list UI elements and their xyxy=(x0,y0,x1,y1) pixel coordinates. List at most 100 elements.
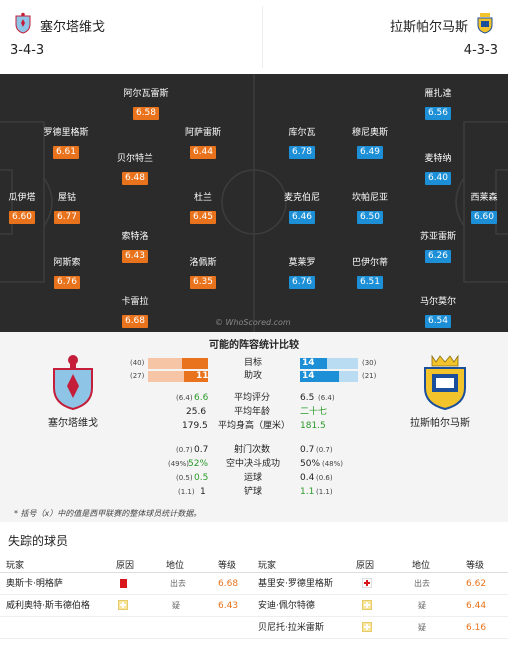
home-bar-bg xyxy=(148,358,208,369)
away-player-card[interactable]: 莫莱罗 6.76 xyxy=(262,257,342,289)
away-team-name[interactable]: 拉斯帕尔马斯 xyxy=(389,20,468,35)
player-name: 苏亚雷斯 xyxy=(419,232,456,242)
away-value: 二十七 xyxy=(300,407,328,417)
home-missing-player[interactable]: 威利奥特·斯韦德伯格 xyxy=(6,601,90,611)
home-prev: (49%) xyxy=(168,460,190,468)
away-missing-player[interactable]: 安迪·佩尔特德 xyxy=(258,601,315,611)
player-name: 库尔瓦 xyxy=(288,128,316,138)
col-rating: 等级 xyxy=(466,561,485,571)
player-name: 瓜伊塔 xyxy=(8,193,36,203)
player-name: 阿斯索 xyxy=(53,258,81,268)
home-player-card[interactable]: 阿斯索 6.76 xyxy=(27,257,107,289)
stat-label: 助攻 xyxy=(244,371,263,381)
missing-players-title: 失踪的球员 xyxy=(8,534,69,548)
injury-icon xyxy=(362,578,372,588)
player-name: 卡雷拉 xyxy=(121,297,149,307)
player-name: 莫莱罗 xyxy=(288,258,316,268)
home-value: 52% xyxy=(188,459,209,469)
away-player-card[interactable]: 苏亚雷斯 6.26 xyxy=(398,231,478,263)
away-value: 50% xyxy=(300,459,321,469)
player-rating: 6.49 xyxy=(356,146,384,159)
away-player-card[interactable]: 穆尼奥斯 6.49 xyxy=(330,127,410,159)
missing-table-header: 玩家 原因 地位 等级 玩家 原因 地位 等级 xyxy=(0,555,508,573)
home-prev: (6.4) xyxy=(176,394,193,402)
home-value: 6.6 xyxy=(194,393,209,403)
home-player-card[interactable]: 索特洛 6.43 xyxy=(95,231,175,263)
doubtful-icon xyxy=(118,600,128,610)
player-rating: 6.54 xyxy=(424,315,452,328)
player-name: 罗德里格斯 xyxy=(43,128,89,138)
away-value: 0.4 xyxy=(300,473,315,483)
away-player-card[interactable]: 马尔莫尔 6.54 xyxy=(398,296,478,328)
player-name: 贝尔特兰 xyxy=(116,154,153,164)
col-reason: 原因 xyxy=(356,561,375,571)
las-palmas-crest-icon xyxy=(424,354,466,410)
player-rating: 6.51 xyxy=(356,276,384,289)
away-value: 0.7 xyxy=(300,445,315,455)
home-missing-player[interactable]: 奥斯卡·明格萨 xyxy=(6,579,63,589)
col-rating: 等级 xyxy=(218,561,237,571)
player-rating: 6.48 xyxy=(121,172,149,185)
col-player: 玩家 xyxy=(258,561,277,571)
player-name: 索特洛 xyxy=(121,232,149,242)
col-reason: 原因 xyxy=(116,561,135,571)
home-player-card[interactable]: 屋钴 6.77 xyxy=(27,192,107,224)
away-player-card[interactable]: 库尔瓦 6.78 xyxy=(262,127,342,159)
celta-crest-icon xyxy=(53,355,93,410)
away-prev: (6.4) xyxy=(318,394,335,402)
home-team-name[interactable]: 塞尔塔维戈 xyxy=(40,20,106,35)
home-player-card[interactable]: 卡雷拉 6.68 xyxy=(95,296,175,328)
player-name: 麦特纳 xyxy=(424,154,452,164)
player-rating: 6.35 xyxy=(189,276,217,289)
away-player-card[interactable]: 麦特纳 6.40 xyxy=(398,153,478,185)
celta-crest-icon xyxy=(15,12,31,34)
home-player-card[interactable]: 洛佩斯 6.35 xyxy=(163,257,243,289)
missing-rating: 6.62 xyxy=(466,579,487,589)
pitch: 阿尔瓦雷斯 6.58 罗德里格斯 6.61 阿萨雷斯 6.44 贝尔特兰 6.4… xyxy=(0,74,508,332)
doubtful-icon xyxy=(362,600,372,610)
bar-row-assists: (27) 11 助攻 14 (21) xyxy=(0,371,508,383)
col-status: 地位 xyxy=(166,561,185,571)
away-prev: (0.6) xyxy=(316,474,333,482)
table-row: 奥斯卡·明格萨 出去 6.68 基里安·罗德里格斯 出去 6.62 xyxy=(0,573,508,595)
compare-away-team: 拉斯帕尔马斯 xyxy=(410,418,470,429)
stat-row: (1.1) 1 铲球 1.1 (1.1) xyxy=(0,486,508,498)
table-row: 贝尼托·拉米雷斯 疑 6.16 xyxy=(0,617,508,639)
home-player-card[interactable]: 罗德里格斯 6.61 xyxy=(26,127,106,159)
home-formation: 3-4-3 xyxy=(10,43,45,58)
stat-label: 平均年龄 xyxy=(234,407,271,417)
away-player-card[interactable]: 坎帕尼亚 6.50 xyxy=(330,192,410,224)
home-player-card[interactable]: 杜兰 6.45 xyxy=(163,192,243,224)
header-divider xyxy=(262,6,263,68)
home-value: 11 xyxy=(196,371,209,381)
home-bar-bg xyxy=(148,371,208,382)
player-rating: 6.60 xyxy=(8,211,36,224)
away-bar-fill xyxy=(300,358,327,369)
stat-row: 25.6 平均年龄 二十七 xyxy=(0,406,508,418)
red-card-icon xyxy=(120,579,127,588)
away-missing-player[interactable]: 贝尼托·拉米雷斯 xyxy=(258,623,324,633)
bar-row-goals: (40) 17 目标 14 (30) xyxy=(0,358,508,370)
home-value: 0.5 xyxy=(194,473,209,483)
home-player-card[interactable]: 贝尔特兰 6.48 xyxy=(95,153,175,185)
footnote: * 括号（x）中的值是西甲联赛的整体球员统计数据。 xyxy=(14,509,202,518)
home-prev: (27) xyxy=(130,372,145,380)
missing-rating: 6.16 xyxy=(466,623,487,633)
away-bar-bg xyxy=(300,358,358,369)
home-player-card[interactable]: 瓜伊塔 6.60 xyxy=(0,192,62,224)
player-rating: 6.60 xyxy=(470,211,498,224)
away-player-card[interactable]: 麦克伯尼 6.46 xyxy=(262,192,342,224)
missing-rating: 6.43 xyxy=(218,601,239,611)
away-prev: (1.1) xyxy=(316,488,333,496)
home-player-card[interactable]: 阿萨雷斯 6.44 xyxy=(163,127,243,159)
away-player-card[interactable]: 雁扎達 6.56 xyxy=(398,88,478,120)
away-prev: (30) xyxy=(362,359,377,367)
player-rating: 6.26 xyxy=(424,250,452,263)
missing-status: 出去 xyxy=(170,579,186,588)
away-player-card[interactable]: 西莱森 6.60 xyxy=(444,192,508,224)
away-player-card[interactable]: 巴伊尔蒂 6.51 xyxy=(330,257,410,289)
col-player: 玩家 xyxy=(6,561,25,571)
home-player-card[interactable]: 阿尔瓦雷斯 6.58 xyxy=(106,88,186,120)
away-missing-player[interactable]: 基里安·罗德里格斯 xyxy=(258,579,333,589)
match-header: 塞尔塔维戈 3-4-3 拉斯帕尔马斯 4-3-3 xyxy=(0,0,508,74)
